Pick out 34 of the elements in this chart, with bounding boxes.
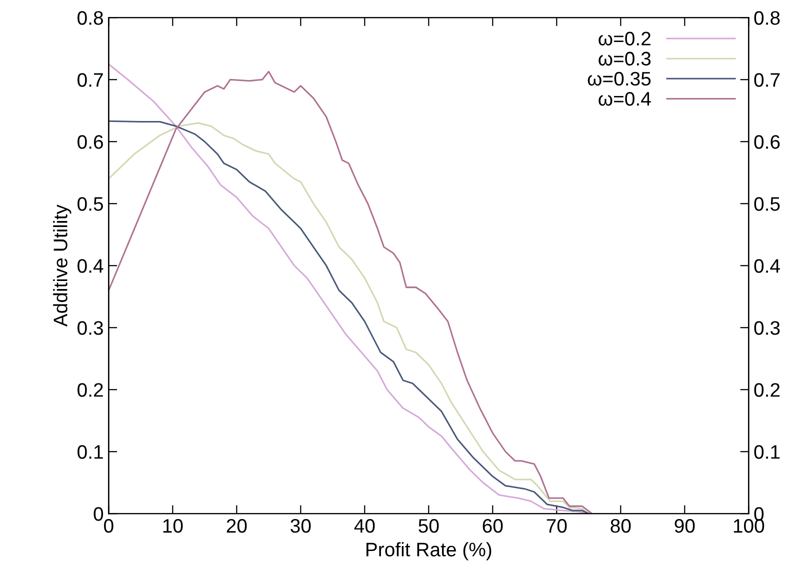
- x-tick-label: 60: [482, 519, 503, 533]
- y-tick-label: 0.1: [78, 445, 103, 459]
- y2-tick-label: 0.6: [754, 135, 780, 149]
- x-tick-label: 50: [418, 519, 439, 533]
- legend-label: ω=0.35: [588, 72, 651, 86]
- x-tick-label: 90: [674, 519, 695, 533]
- y2-tick-label: 0.5: [754, 197, 780, 211]
- y2-tick-label: 0.3: [754, 321, 780, 335]
- y-tick-label: 0.7: [78, 73, 103, 87]
- legend-label: ω=0.3: [598, 52, 651, 66]
- y-tick-label: 0.6: [78, 135, 103, 149]
- y2-tick-label: 0.7: [754, 73, 780, 87]
- y-axis-title: Additive Utility: [53, 204, 72, 327]
- y2-tick-label: 0.8: [754, 11, 780, 25]
- x-tick-label: 0: [104, 519, 114, 533]
- y-tick-label: 0.3: [78, 321, 103, 335]
- x-tick-label: 20: [226, 519, 247, 533]
- y-tick-label: 0: [94, 507, 104, 521]
- y2-tick-label: 0.1: [754, 445, 780, 459]
- x-tick-label: 10: [163, 519, 183, 533]
- legend-label: ω=0.4: [598, 92, 651, 106]
- y-tick-label: 0.2: [78, 383, 103, 397]
- x-tick-label: 100: [734, 519, 764, 533]
- x-tick-label: 30: [290, 519, 311, 533]
- y-tick-label: 0.5: [78, 197, 103, 211]
- legend-label: ω=0.2: [598, 32, 650, 46]
- y-tick-label: 0.4: [78, 259, 104, 273]
- x-tick-label: 40: [354, 519, 375, 533]
- y-tick-label: 0.8: [78, 11, 103, 25]
- x-tick-label: 70: [546, 519, 567, 533]
- x-tick-label: 80: [610, 519, 631, 533]
- x-axis-title: Profit Rate (%): [366, 542, 492, 560]
- y2-tick-label: 0.2: [754, 383, 780, 397]
- y2-tick-label: 0.4: [754, 259, 780, 273]
